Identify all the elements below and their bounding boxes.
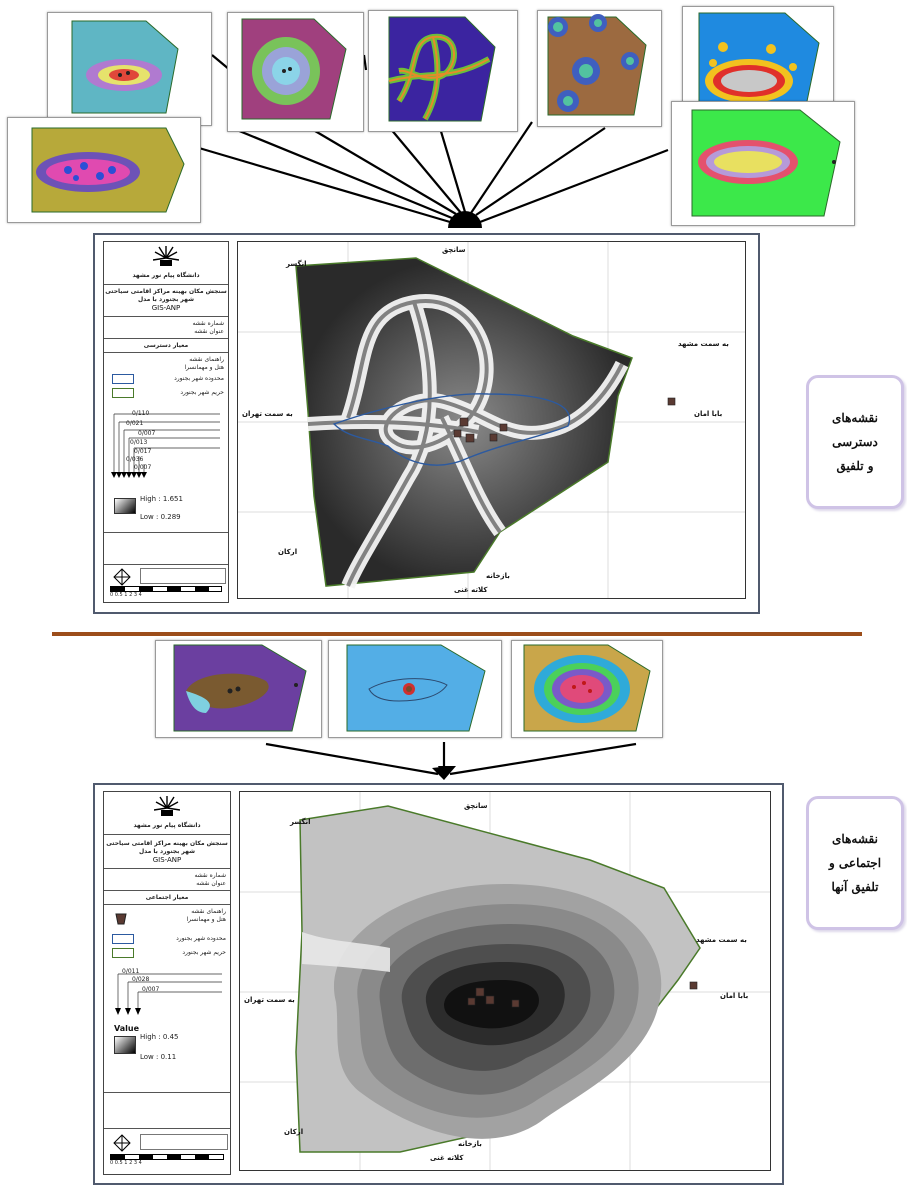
map-number-label: شماره نقشه	[192, 320, 224, 327]
north-arrow-icon-2	[113, 1134, 131, 1152]
weight-1: 0/110	[132, 410, 150, 417]
map-title-label-2: عنوان نقشه	[196, 880, 226, 887]
social-map-canvas: سانچق انگسر به سمت مشهد به سمت تهران باب…	[239, 791, 771, 1171]
value-low: Low : 0.289	[140, 513, 181, 521]
study-title-city: شهر بجنورد با مدل	[137, 296, 195, 303]
access-legend-panel: دانشگاه پیام نور مشهد سنجش مکان بهینه مر…	[103, 241, 229, 603]
label-to-tehran: به سمت تهران	[242, 410, 293, 418]
access-map-canvas: سانچق انگسر به سمت مشهد به سمت تهران باب…	[237, 241, 746, 599]
label-arkan-2: ارکان	[284, 1128, 304, 1136]
connector-lines	[198, 54, 669, 780]
map-number-label-2: شماره نقشه	[194, 872, 226, 879]
label-bazkhaneh: بازخانه	[486, 572, 510, 580]
legend-city-buffer: حریم شهر بجنورد	[180, 389, 224, 396]
thumbnail-map-1	[47, 12, 212, 126]
callout-access-line-1: نقشه‌های	[832, 411, 878, 425]
scale-label-2: 0 0.5 1 2 3 4	[110, 1160, 142, 1166]
value-high-2: High : 0.45	[140, 1033, 179, 1041]
university-name: دانشگاه پیام نور مشهد	[132, 272, 200, 279]
thumbnail-social-3	[511, 640, 663, 738]
model-name: GIS-ANP	[151, 304, 181, 312]
weight-4: 0/013	[130, 439, 148, 446]
scale-label: 0 0.5 1 2 3 4	[110, 592, 142, 598]
thumbnail-map-7	[671, 101, 855, 226]
value-label: Value	[114, 1024, 140, 1033]
label-north-village: سانچق	[442, 246, 466, 254]
study-title: سنجش مکان بهینه مراکز اقامتی سیاحتی	[105, 288, 227, 295]
value-high: High : 1.651	[140, 495, 183, 503]
value-low-2: Low : 0.11	[140, 1053, 177, 1061]
thumbnail-map-3	[368, 10, 518, 132]
weight-2-2: 0/028	[132, 976, 150, 983]
callout-social-line-1: نقشه‌های	[832, 832, 878, 846]
legend-label-2: راهنمای نقشه	[191, 908, 226, 915]
label-to-mashhad-2: به سمت مشهد	[696, 936, 747, 944]
hotel-icon	[115, 913, 127, 925]
legend-city-buffer-2: حریم شهر بجنورد	[182, 949, 226, 956]
access-map-frame: دانشگاه پیام نور مشهد سنجش مکان بهینه مر…	[93, 233, 760, 614]
label-angasr: انگسر	[286, 260, 307, 268]
model-name-2: GIS-ANP	[152, 856, 182, 864]
weight-6: 0/036	[126, 456, 144, 463]
university-logo-2	[154, 796, 180, 816]
legend-hotel: هتل و مهمانسرا	[184, 364, 224, 371]
city-buffer-swatch-2	[112, 948, 134, 958]
callout-access-line-3: و تلفیق	[836, 459, 874, 473]
thumbnail-social-2	[328, 640, 502, 738]
weight-7: 0/007	[134, 464, 152, 471]
map-title-label: عنوان نقشه	[194, 328, 224, 335]
city-extent-swatch-2	[112, 934, 134, 944]
gradient-swatch-2	[114, 1036, 136, 1054]
label-north-village-2: سانچق	[464, 802, 488, 810]
university-name-2: دانشگاه پیام نور مشهد	[133, 822, 201, 829]
label-to-mashhad: به سمت مشهد	[678, 340, 729, 348]
scale-bar	[110, 586, 222, 592]
city-extent-swatch	[112, 374, 134, 384]
gradient-swatch	[114, 498, 136, 514]
weight-2-3: 0/007	[142, 986, 160, 993]
scale-bar-2	[110, 1154, 224, 1160]
north-arrow-icon	[113, 568, 131, 586]
legend-city-extent-2: محدوده شهر بجنورد	[176, 935, 226, 942]
callout-social-line-3: تلفیق آنها	[831, 880, 879, 894]
label-angasr-2: انگسر	[290, 818, 311, 826]
weight-2: 0/021	[126, 420, 144, 427]
legend-label: راهنمای نقشه	[189, 356, 224, 363]
legend-city-extent: محدوده شهر بجنورد	[174, 375, 224, 382]
social-map-frame: دانشگاه پیام نور مشهد سنجش مکان بهینه مر…	[93, 783, 784, 1185]
legend-hotel-2: هتل و مهمانسرا	[186, 916, 226, 923]
city-boundary	[332, 393, 571, 466]
thumbnail-map-2	[227, 12, 364, 132]
city-buffer-swatch	[112, 388, 134, 398]
label-kalateh-ghani: کلاته غنی	[454, 586, 488, 594]
weight-5: 0/017	[134, 448, 152, 455]
social-legend-panel: دانشگاه پیام نور مشهد سنجش مکان بهینه مر…	[103, 791, 231, 1175]
weight-tree	[111, 413, 220, 478]
label-baba-aman: بابا امان	[694, 410, 723, 418]
thumbnail-map-5	[682, 6, 834, 118]
sunburst-hub	[448, 211, 482, 228]
callout-access-maps: نقشه‌های دسترسی و تلفیق	[806, 375, 904, 509]
map-title-2: معیار اجتماعی	[145, 894, 189, 901]
label-kalateh-ghani-2: کلاته غنی	[430, 1154, 464, 1162]
callout-social-line-2: اجتماعی و	[828, 856, 882, 870]
label-arkan: ارکان	[278, 548, 298, 556]
map-title: معیار دسترسی	[143, 342, 189, 349]
label-to-tehran-2: به سمت تهران	[244, 996, 295, 1004]
weight-tree-2	[115, 973, 222, 1015]
study-title-2: سنجش مکان بهینه مراکز اقامتی سیاحتی	[106, 840, 228, 847]
study-title-city-2: شهر بجنورد با مدل	[138, 848, 196, 855]
thumbnail-map-6	[7, 117, 201, 223]
label-baba-aman-2: بابا امان	[720, 992, 749, 1000]
thumbnail-map-4	[537, 10, 662, 127]
university-logo	[153, 246, 179, 266]
thumbnail-social-1	[155, 640, 322, 738]
weight-3: 0/007	[138, 430, 156, 437]
section-divider	[52, 632, 862, 636]
callout-social-maps: نقشه‌های اجتماعی و تلفیق آنها	[806, 796, 904, 930]
label-bazkhaneh-2: بازخانه	[458, 1140, 482, 1148]
callout-access-line-2: دسترسی	[832, 435, 878, 449]
weight-2-1: 0/011	[122, 968, 140, 975]
